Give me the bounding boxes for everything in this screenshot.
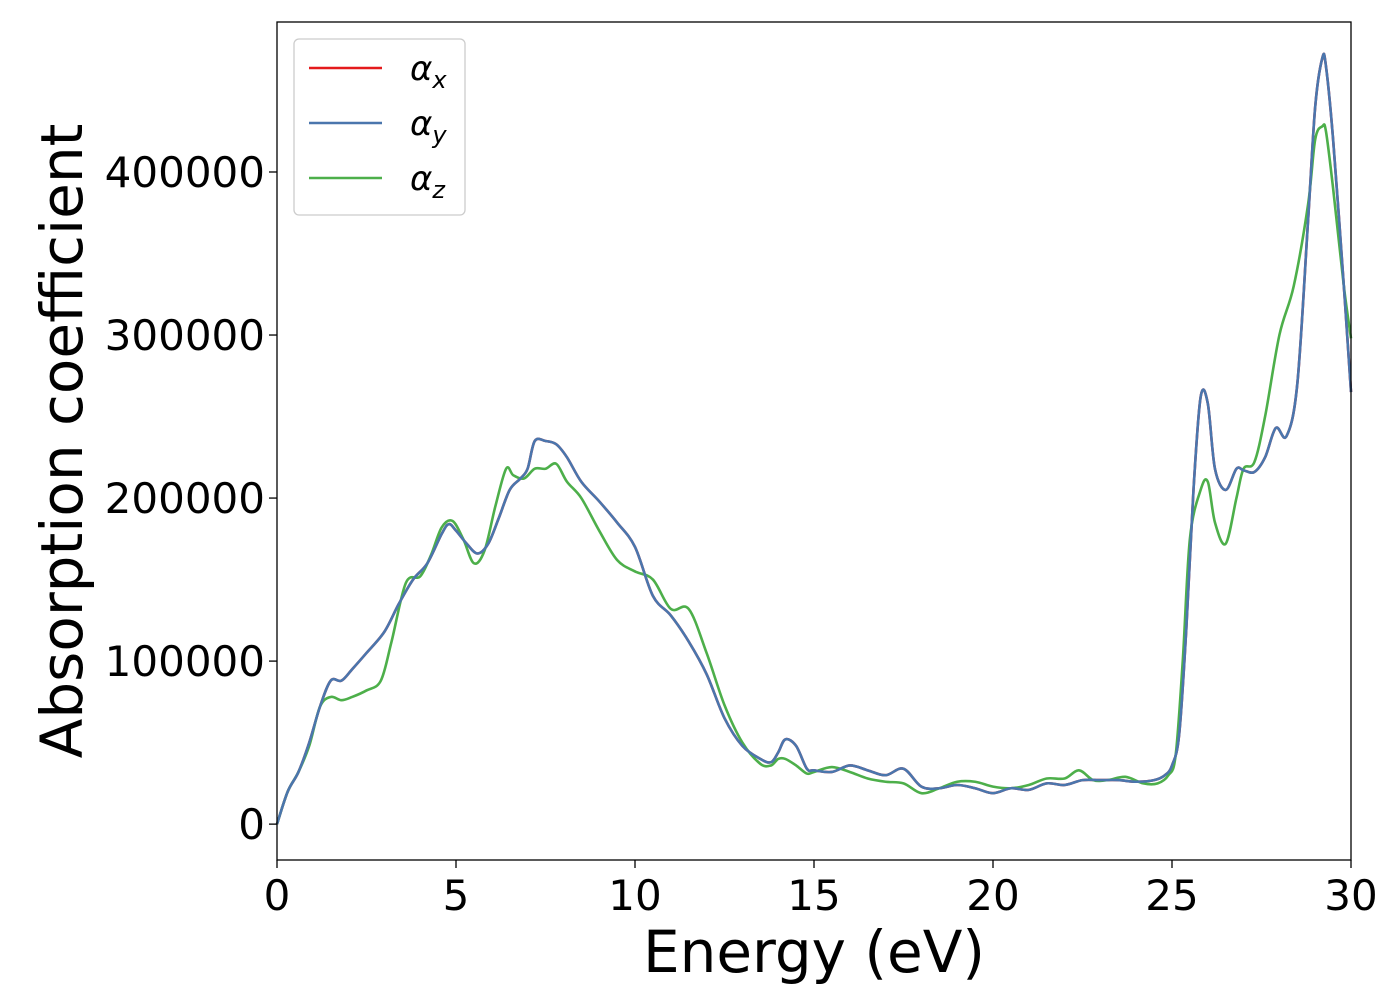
y-axis-label: Absorption coefficient — [28, 124, 96, 759]
x-tick-label: 30 — [1324, 871, 1377, 920]
x-axis-label: Energy (eV) — [643, 918, 985, 986]
legend-label-alpha-x: αx — [410, 49, 447, 94]
legend-label-alpha-z: αz — [410, 159, 446, 204]
x-tick-label: 20 — [966, 871, 1019, 920]
y-tick-label: 200000 — [105, 474, 265, 523]
y-tick-label: 300000 — [105, 311, 265, 360]
x-tick-label: 10 — [608, 871, 661, 920]
legend-label-alpha-y: αy — [410, 104, 447, 149]
y-tick-label: 0 — [238, 800, 265, 849]
x-tick-label: 5 — [443, 871, 470, 920]
x-axis-ticks: 0 5 10 15 20 25 30 — [264, 860, 1378, 920]
x-tick-label: 0 — [264, 871, 291, 920]
y-axis-ticks: 0 100000 200000 300000 400000 — [105, 148, 277, 849]
y-tick-label: 400000 — [105, 148, 265, 197]
y-tick-label: 100000 — [105, 637, 265, 686]
legend: αx αy αz — [293, 38, 466, 216]
plot-lines — [275, 52, 1353, 825]
x-tick-label: 25 — [1145, 871, 1198, 920]
series-line-alpha-z — [275, 123, 1353, 825]
x-tick-label: 15 — [787, 871, 840, 920]
series-line-alpha-y — [275, 52, 1353, 825]
legend-box — [293, 38, 466, 216]
